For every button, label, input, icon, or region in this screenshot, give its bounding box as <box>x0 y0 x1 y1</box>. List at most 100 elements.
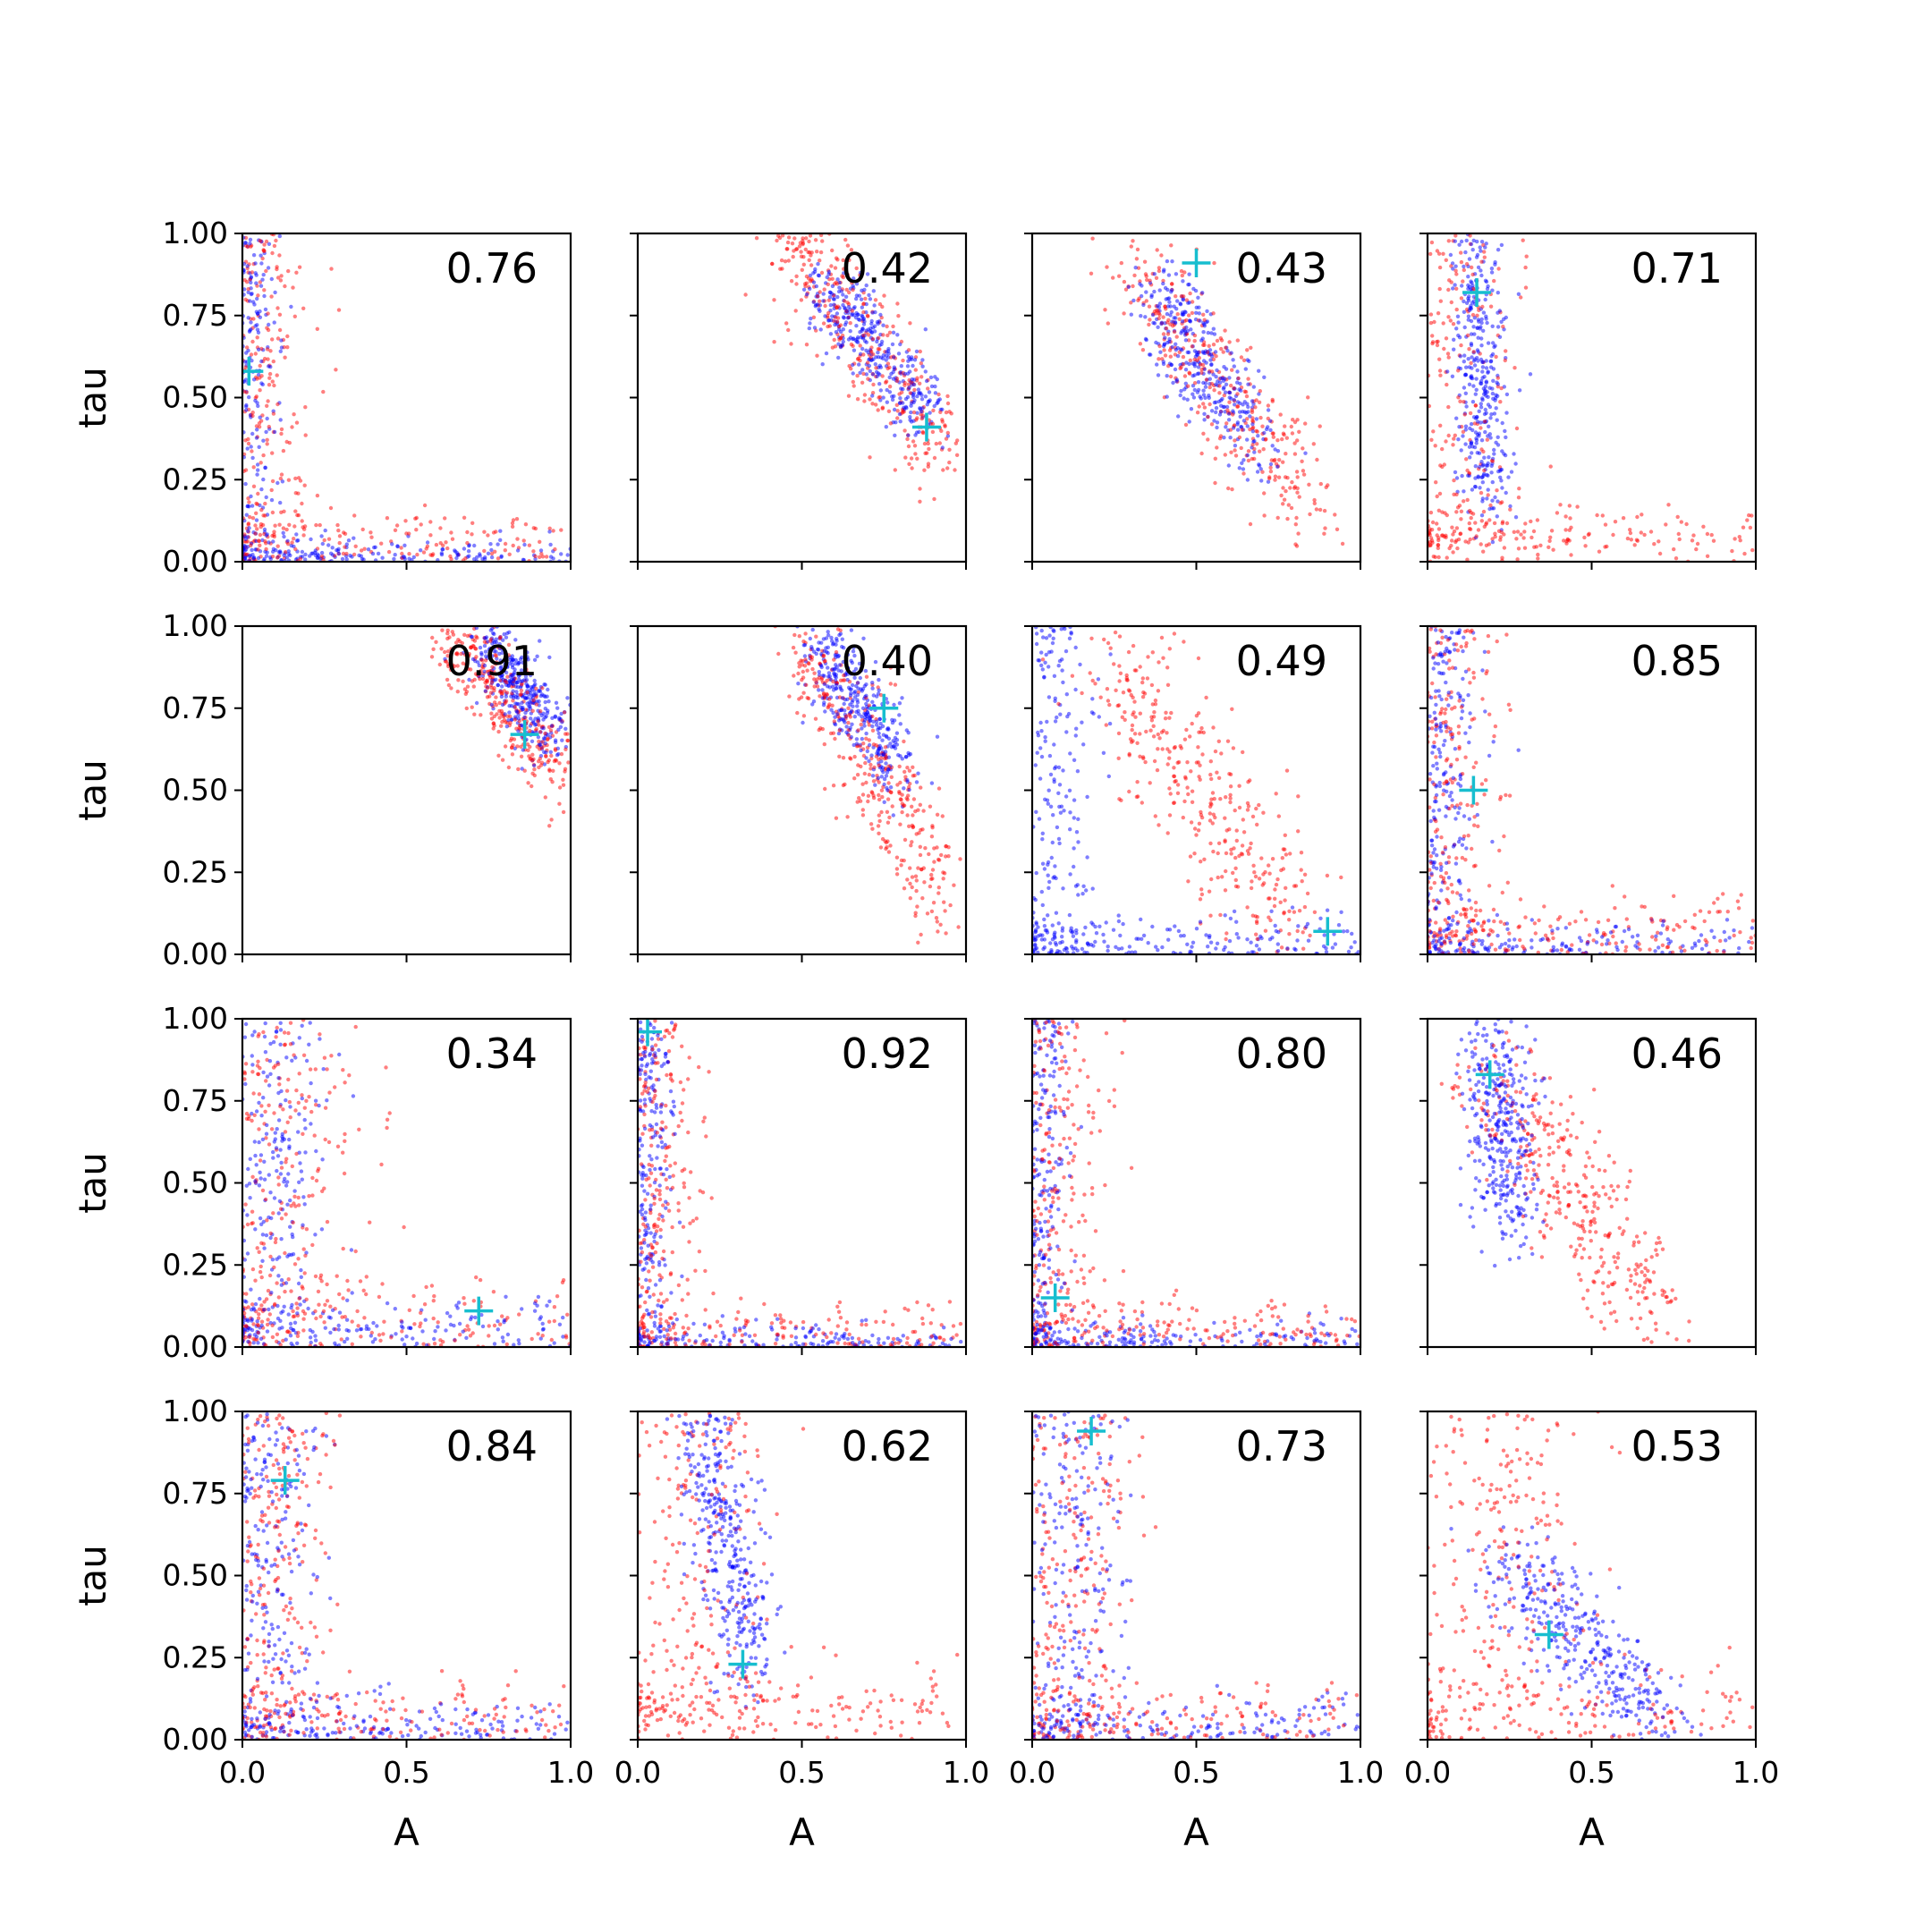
point-red <box>815 250 819 254</box>
point-red <box>1325 873 1330 878</box>
point-blue <box>902 371 907 377</box>
point-blue <box>565 553 570 557</box>
point-blue <box>886 755 891 759</box>
point-red <box>1295 475 1300 479</box>
point-red <box>1130 723 1135 728</box>
point-blue <box>854 293 860 298</box>
point-blue <box>1049 855 1055 860</box>
point-red <box>1479 447 1484 452</box>
point-blue <box>532 763 537 767</box>
point-red <box>943 424 947 428</box>
point-blue <box>1234 932 1240 936</box>
point-blue <box>850 722 854 726</box>
point-blue <box>1155 362 1159 367</box>
point-red <box>278 476 284 481</box>
point-red <box>930 868 936 872</box>
point-red <box>1234 828 1239 833</box>
point-blue <box>1246 404 1250 410</box>
point-red <box>830 345 835 350</box>
point-blue <box>1144 290 1148 294</box>
point-blue <box>1466 275 1470 279</box>
point-blue <box>885 770 890 775</box>
point-red <box>1301 930 1305 935</box>
point-blue <box>255 296 259 301</box>
point-red <box>1468 233 1472 238</box>
point-blue <box>1475 239 1479 244</box>
point-red <box>269 487 274 493</box>
point-red <box>1140 680 1145 685</box>
point-red <box>1459 259 1464 265</box>
point-red <box>909 456 914 461</box>
point-red <box>1446 315 1451 319</box>
point-blue <box>1171 380 1175 386</box>
point-blue <box>357 553 361 558</box>
y-axis-label: tau <box>71 367 114 428</box>
point-blue <box>843 294 849 299</box>
point-red <box>940 814 945 818</box>
point-blue <box>853 666 859 672</box>
point-blue <box>877 382 882 386</box>
point-blue <box>1174 272 1179 276</box>
point-blue <box>1504 490 1508 496</box>
point-red <box>1498 400 1503 404</box>
y-tick-label: 0.50 <box>163 773 228 808</box>
point-blue <box>537 699 541 704</box>
point-red <box>1436 527 1442 531</box>
point-blue <box>1486 487 1490 492</box>
point-red <box>1184 298 1190 302</box>
point-red <box>1211 725 1216 730</box>
point-red <box>826 704 831 708</box>
point-red <box>1080 691 1084 696</box>
point-blue <box>1235 422 1240 427</box>
point-red <box>1236 376 1241 381</box>
point-red <box>1106 699 1111 703</box>
point-blue <box>1156 948 1160 953</box>
point-red <box>910 885 914 890</box>
point-red <box>1270 397 1275 402</box>
point-red <box>885 845 889 850</box>
point-red <box>1279 945 1284 950</box>
point-blue <box>1072 798 1077 802</box>
point-blue <box>1474 387 1479 392</box>
point-red <box>789 342 793 346</box>
point-red <box>256 293 260 298</box>
point-red <box>461 679 465 683</box>
point-red <box>927 852 931 857</box>
point-red <box>1156 689 1161 693</box>
point-red <box>904 796 909 801</box>
point-red <box>1268 918 1273 923</box>
point-red <box>880 374 885 378</box>
point-blue <box>853 338 858 343</box>
point-red <box>1523 285 1529 290</box>
point-red <box>1277 458 1282 462</box>
point-red <box>885 809 890 814</box>
point-red <box>1208 772 1213 777</box>
point-red <box>1196 760 1201 765</box>
point-blue <box>823 709 827 714</box>
point-red <box>929 835 935 839</box>
point-red <box>878 845 884 850</box>
point-blue <box>1116 913 1121 918</box>
point-blue <box>845 316 851 320</box>
point-red <box>275 544 280 548</box>
point-red <box>1276 475 1282 479</box>
point-blue <box>326 543 331 547</box>
point-red <box>1219 346 1224 352</box>
point-red <box>1312 497 1317 503</box>
point-red <box>1469 360 1473 366</box>
point-blue <box>906 359 911 363</box>
point-red <box>1513 366 1517 370</box>
point-blue <box>896 753 901 758</box>
point-blue <box>1484 279 1489 284</box>
point-blue <box>849 628 854 632</box>
point-blue <box>1495 418 1499 422</box>
point-red <box>525 742 530 747</box>
point-red <box>1445 382 1449 387</box>
point-red <box>337 540 342 546</box>
point-red <box>296 491 301 496</box>
point-red <box>929 909 935 914</box>
point-red <box>1206 437 1210 442</box>
point-red <box>489 680 495 684</box>
point-red <box>877 335 881 340</box>
point-red <box>1089 271 1094 275</box>
